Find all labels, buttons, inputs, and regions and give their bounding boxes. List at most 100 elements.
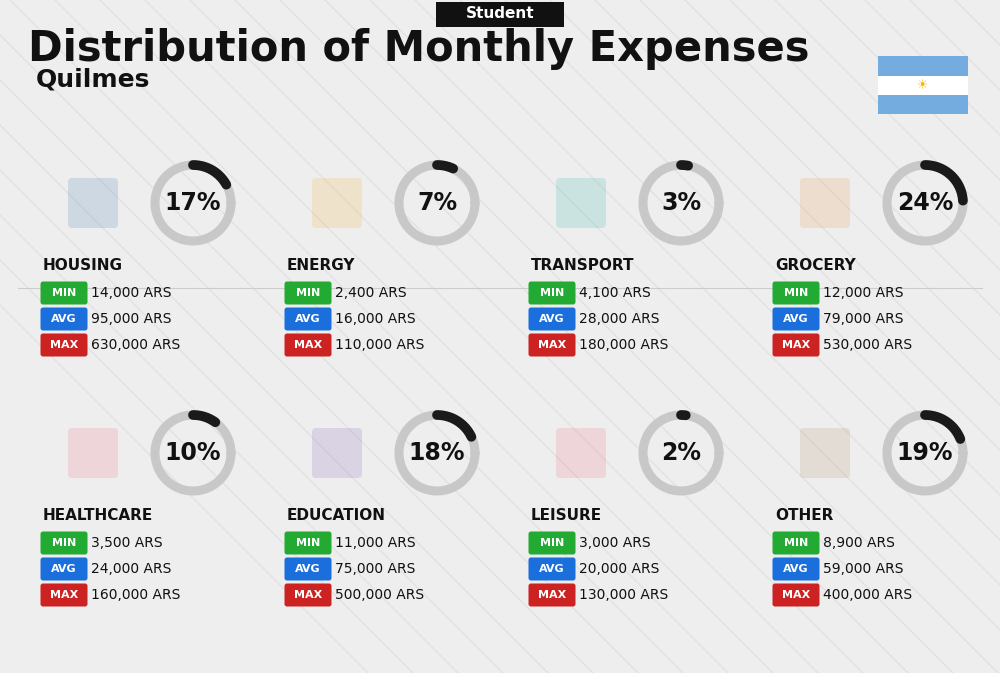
Text: 10%: 10% [165, 441, 221, 465]
Text: ☀: ☀ [917, 79, 929, 92]
Text: 500,000 ARS: 500,000 ARS [335, 588, 424, 602]
Text: 7%: 7% [417, 191, 457, 215]
Text: 2%: 2% [661, 441, 701, 465]
FancyBboxPatch shape [772, 583, 820, 606]
FancyBboxPatch shape [40, 557, 88, 581]
Text: 28,000 ARS: 28,000 ARS [579, 312, 660, 326]
Text: 2,400 ARS: 2,400 ARS [335, 286, 407, 300]
FancyBboxPatch shape [285, 281, 332, 304]
Text: 20,000 ARS: 20,000 ARS [579, 562, 659, 576]
Text: 8,900 ARS: 8,900 ARS [823, 536, 895, 550]
Text: MAX: MAX [294, 340, 322, 350]
Text: 24%: 24% [897, 191, 953, 215]
Text: 14,000 ARS: 14,000 ARS [91, 286, 172, 300]
FancyBboxPatch shape [800, 178, 850, 228]
FancyBboxPatch shape [528, 281, 576, 304]
Text: Student: Student [466, 7, 534, 22]
FancyBboxPatch shape [800, 428, 850, 478]
FancyBboxPatch shape [528, 532, 576, 555]
FancyBboxPatch shape [285, 308, 332, 330]
Text: TRANSPORT: TRANSPORT [531, 258, 635, 273]
Text: 19%: 19% [897, 441, 953, 465]
FancyBboxPatch shape [528, 334, 576, 357]
Text: Quilmes: Quilmes [36, 67, 150, 91]
Text: 18%: 18% [409, 441, 465, 465]
Text: 12,000 ARS: 12,000 ARS [823, 286, 904, 300]
FancyBboxPatch shape [312, 178, 362, 228]
Bar [436, 1, 564, 26]
FancyBboxPatch shape [556, 178, 606, 228]
Text: LEISURE: LEISURE [531, 507, 602, 522]
Text: ENERGY: ENERGY [287, 258, 356, 273]
Text: 160,000 ARS: 160,000 ARS [91, 588, 180, 602]
Text: AVG: AVG [295, 564, 321, 574]
Text: MAX: MAX [50, 590, 78, 600]
FancyBboxPatch shape [772, 281, 820, 304]
Text: 16,000 ARS: 16,000 ARS [335, 312, 416, 326]
Text: MIN: MIN [52, 538, 76, 548]
Text: 3,000 ARS: 3,000 ARS [579, 536, 651, 550]
Text: 110,000 ARS: 110,000 ARS [335, 338, 424, 352]
FancyBboxPatch shape [528, 308, 576, 330]
FancyBboxPatch shape [285, 532, 332, 555]
Bar [878, 75, 968, 95]
FancyBboxPatch shape [40, 281, 88, 304]
Text: MIN: MIN [784, 538, 808, 548]
Text: MIN: MIN [540, 288, 564, 298]
Text: MAX: MAX [538, 340, 566, 350]
Text: MIN: MIN [296, 538, 320, 548]
Bar [878, 95, 968, 114]
FancyBboxPatch shape [528, 583, 576, 606]
Text: 95,000 ARS: 95,000 ARS [91, 312, 172, 326]
Text: 17%: 17% [165, 191, 221, 215]
Text: 75,000 ARS: 75,000 ARS [335, 562, 415, 576]
Text: 59,000 ARS: 59,000 ARS [823, 562, 904, 576]
Text: 630,000 ARS: 630,000 ARS [91, 338, 180, 352]
FancyBboxPatch shape [312, 428, 362, 478]
Text: OTHER: OTHER [775, 507, 833, 522]
FancyBboxPatch shape [40, 532, 88, 555]
FancyBboxPatch shape [40, 334, 88, 357]
Text: 180,000 ARS: 180,000 ARS [579, 338, 668, 352]
FancyBboxPatch shape [285, 583, 332, 606]
Text: MAX: MAX [782, 340, 810, 350]
Text: 79,000 ARS: 79,000 ARS [823, 312, 904, 326]
FancyBboxPatch shape [285, 334, 332, 357]
FancyBboxPatch shape [772, 532, 820, 555]
Text: 130,000 ARS: 130,000 ARS [579, 588, 668, 602]
Text: AVG: AVG [51, 314, 77, 324]
Text: EDUCATION: EDUCATION [287, 507, 386, 522]
Text: MIN: MIN [52, 288, 76, 298]
Text: 11,000 ARS: 11,000 ARS [335, 536, 416, 550]
FancyBboxPatch shape [68, 428, 118, 478]
Text: 530,000 ARS: 530,000 ARS [823, 338, 912, 352]
FancyBboxPatch shape [40, 308, 88, 330]
Text: MAX: MAX [50, 340, 78, 350]
Text: AVG: AVG [783, 564, 809, 574]
Text: AVG: AVG [539, 564, 565, 574]
FancyBboxPatch shape [285, 557, 332, 581]
Text: HOUSING: HOUSING [43, 258, 123, 273]
Text: AVG: AVG [295, 314, 321, 324]
Text: MIN: MIN [784, 288, 808, 298]
Text: GROCERY: GROCERY [775, 258, 856, 273]
FancyBboxPatch shape [556, 428, 606, 478]
FancyBboxPatch shape [40, 583, 88, 606]
Text: 24,000 ARS: 24,000 ARS [91, 562, 171, 576]
Text: AVG: AVG [539, 314, 565, 324]
Text: 400,000 ARS: 400,000 ARS [823, 588, 912, 602]
Text: MIN: MIN [296, 288, 320, 298]
Text: HEALTHCARE: HEALTHCARE [43, 507, 153, 522]
Text: MAX: MAX [538, 590, 566, 600]
Text: 3,500 ARS: 3,500 ARS [91, 536, 163, 550]
Text: 4,100 ARS: 4,100 ARS [579, 286, 651, 300]
Text: MAX: MAX [294, 590, 322, 600]
Text: AVG: AVG [783, 314, 809, 324]
Text: 3%: 3% [661, 191, 701, 215]
FancyBboxPatch shape [772, 334, 820, 357]
Text: MIN: MIN [540, 538, 564, 548]
Text: MAX: MAX [782, 590, 810, 600]
FancyBboxPatch shape [528, 557, 576, 581]
Bar [878, 57, 968, 75]
Text: AVG: AVG [51, 564, 77, 574]
